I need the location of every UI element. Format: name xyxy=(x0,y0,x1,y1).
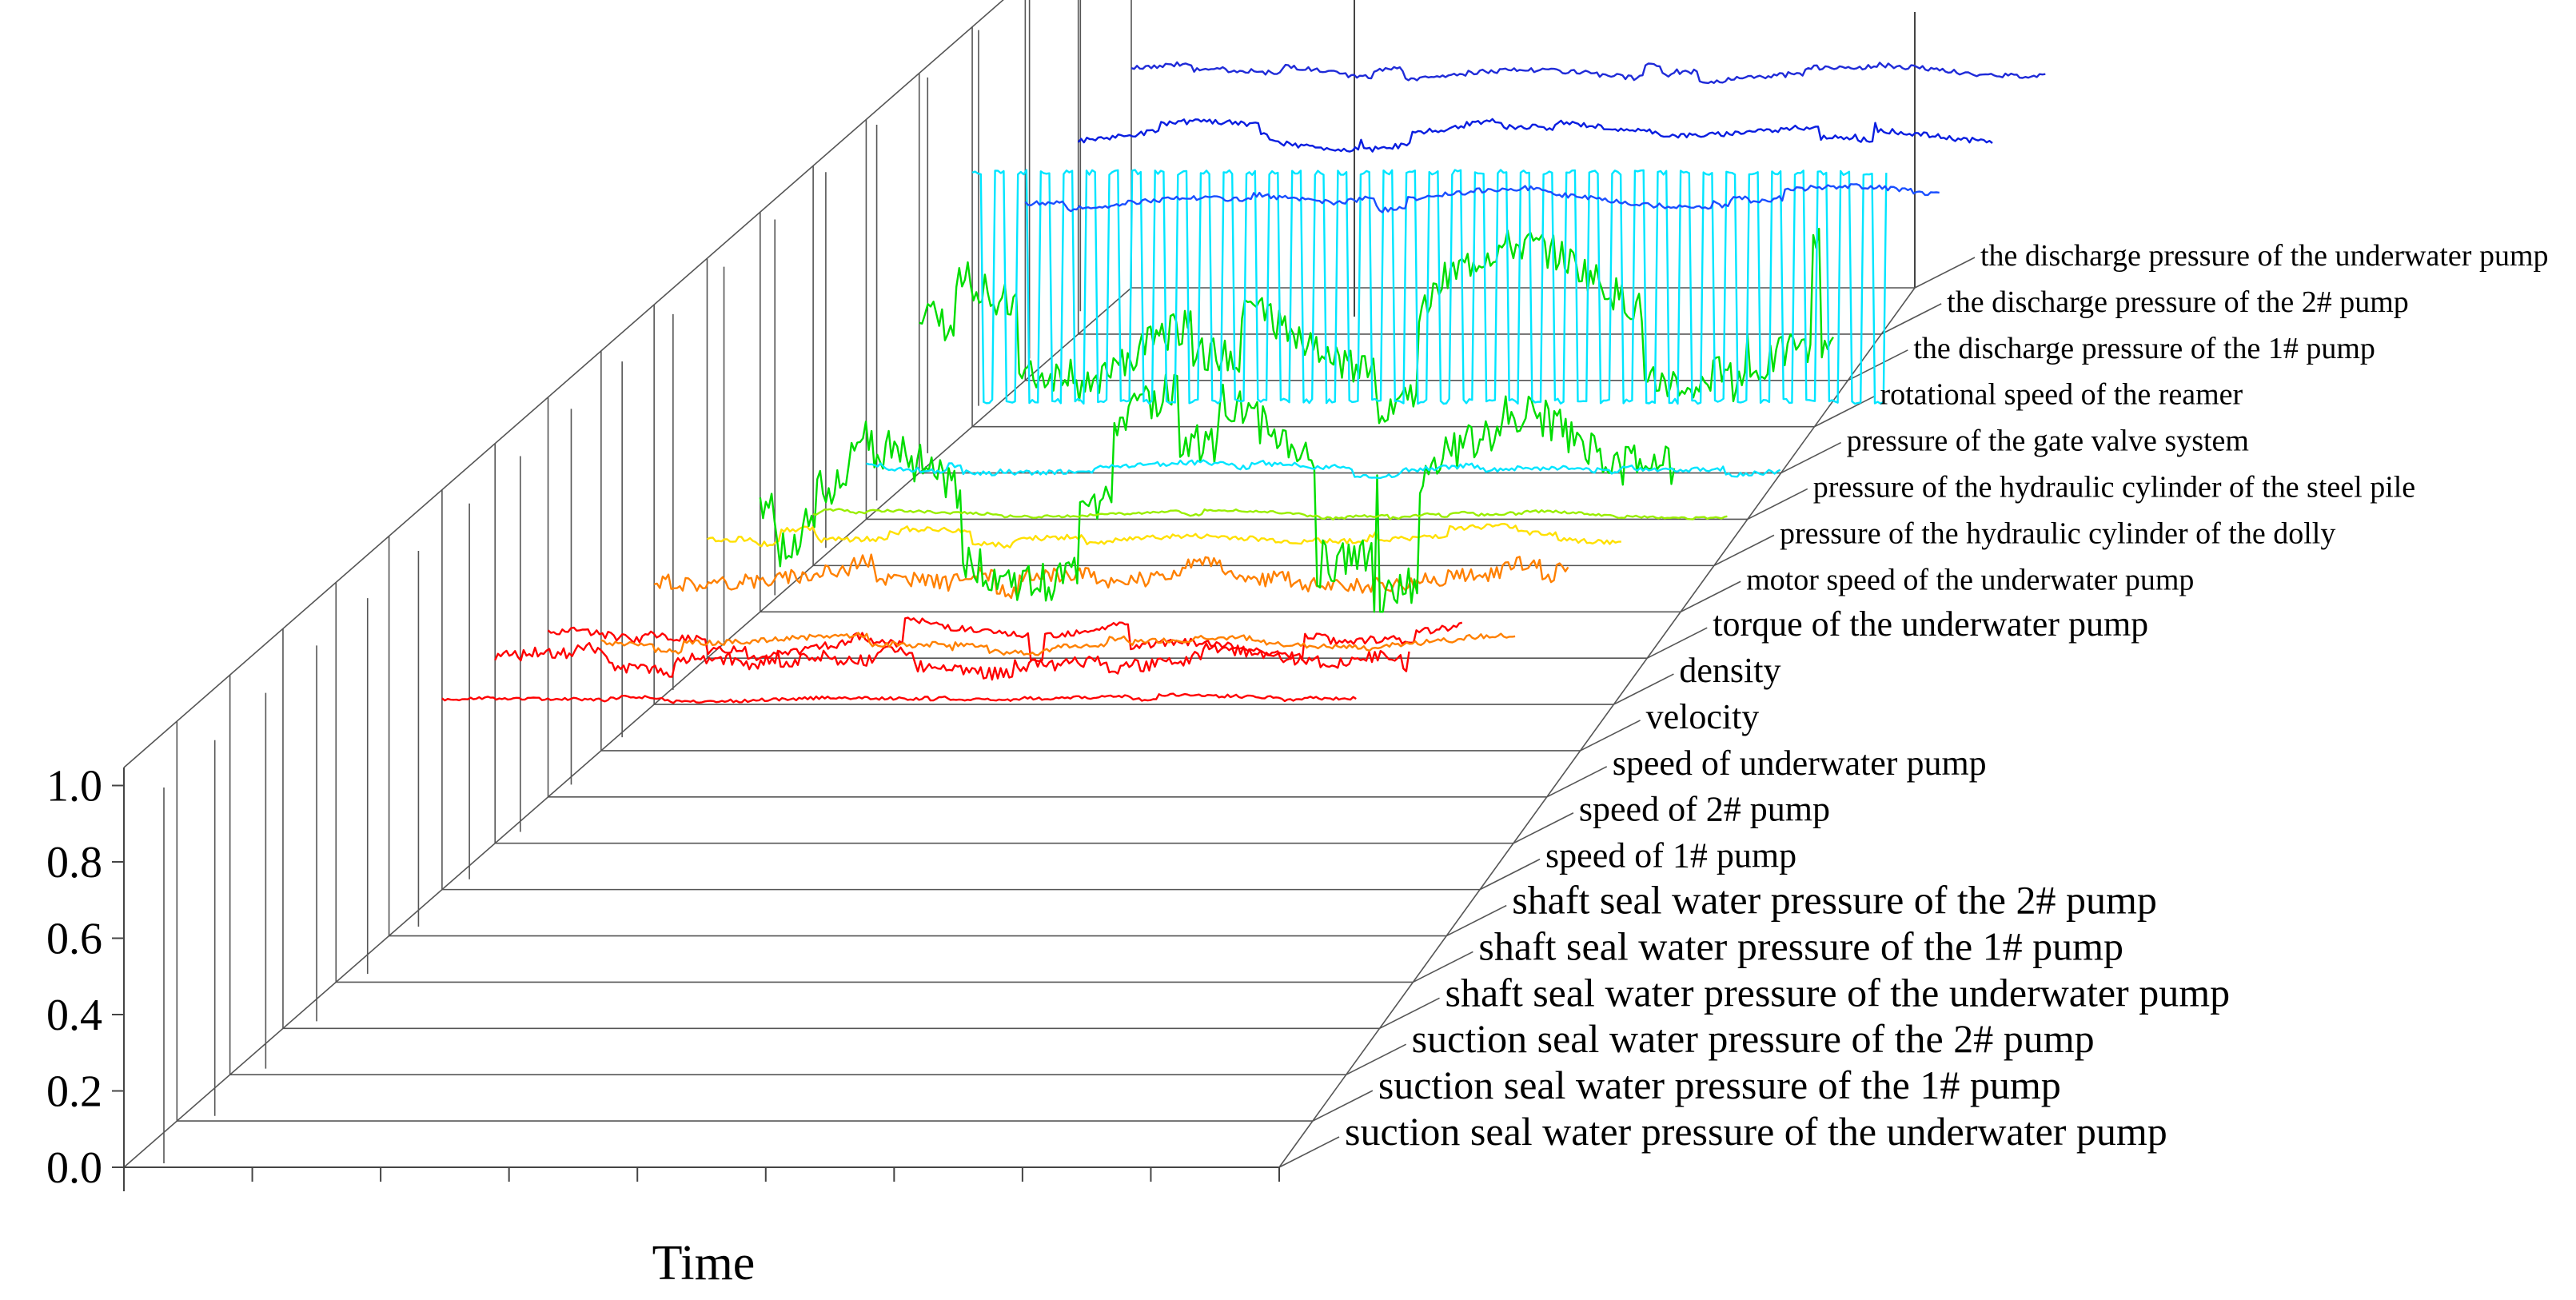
label-leader xyxy=(1646,627,1708,659)
left-floor-edge xyxy=(123,287,1132,1168)
left-top-edge xyxy=(123,0,1004,768)
label-leader xyxy=(1312,1090,1374,1122)
label-leader xyxy=(1346,1043,1407,1075)
label-leader xyxy=(1880,303,1942,335)
series-line xyxy=(1024,183,1940,213)
series-label: shaft seal water pressure of the underwa… xyxy=(1446,970,2231,1015)
series-label: the discharge pressure of the 1# pump xyxy=(1913,332,2375,365)
y-tick-label: 1.0 xyxy=(46,762,102,812)
series-label: suction seal water pressure of the under… xyxy=(1345,1109,2167,1154)
label-leader xyxy=(1747,488,1808,520)
series-line xyxy=(971,169,1888,405)
series-label: speed of 2# pump xyxy=(1579,790,1830,829)
series-label: shaft seal water pressure of the 2# pump xyxy=(1512,878,2157,923)
label-leader xyxy=(1613,673,1674,705)
series-line xyxy=(653,553,1569,600)
series-label: shaft seal water pressure of the 1# pump xyxy=(1478,923,2123,968)
series-line xyxy=(547,616,1463,663)
label-leader xyxy=(1713,534,1775,567)
label-leader xyxy=(1847,349,1908,381)
y-tick-label: 0.0 xyxy=(46,1143,102,1193)
series-label: velocity xyxy=(1646,697,1760,736)
label-leader xyxy=(1413,951,1473,983)
right-floor-edge xyxy=(1278,287,1916,1168)
label-leader xyxy=(1780,441,1841,474)
label-leader xyxy=(1513,812,1574,844)
series-label: motor speed of the underwater pump xyxy=(1746,563,2194,596)
series-label: rotational speed of the reamer xyxy=(1880,378,2243,412)
series-line xyxy=(759,373,1676,613)
label-leader xyxy=(1379,997,1440,1030)
y-tick-label: 0.6 xyxy=(46,915,102,964)
label-leader xyxy=(1914,257,1976,289)
series-label: speed of 1# pump xyxy=(1545,836,1796,875)
label-leader xyxy=(1446,904,1507,937)
label-leader xyxy=(1278,1136,1340,1168)
series-line xyxy=(707,523,1621,549)
series-label: the discharge pressure of the underwater… xyxy=(1980,239,2549,273)
series-line xyxy=(441,692,1357,704)
y-tick-label: 0.4 xyxy=(46,991,102,1040)
series-line xyxy=(919,227,1835,425)
series-label: density xyxy=(1679,651,1780,690)
series-label: speed of underwater pump xyxy=(1613,744,1987,783)
y-tick-label: 0.2 xyxy=(46,1067,102,1117)
label-leader xyxy=(1546,766,1608,798)
series-line xyxy=(866,459,1781,480)
y-tick-label: 0.8 xyxy=(46,838,102,887)
series-labels: suction seal water pressure of the under… xyxy=(1345,239,2549,1154)
series-line xyxy=(1077,118,1993,153)
series-label: suction seal water pressure of the 2# pu… xyxy=(1412,1016,2095,1061)
series-label: pressure of the hydraulic cylinder of th… xyxy=(1813,470,2415,504)
label-leader xyxy=(1814,395,1875,428)
series-label: suction seal water pressure of the 1# pu… xyxy=(1378,1063,2061,1107)
series-line xyxy=(494,641,1410,681)
series-label: pressure of the gate valve system xyxy=(1847,425,2249,458)
series-label: pressure of the hydraulic cylinder of th… xyxy=(1780,516,2335,550)
axes: 0.0 0.2 0.4 0.6 0.8 1.0 xyxy=(46,762,1280,1193)
series-label: the discharge pressure of the 2# pump xyxy=(1947,285,2409,319)
series-line xyxy=(812,508,1728,520)
series-lines xyxy=(441,61,2046,704)
series-line xyxy=(600,632,1516,656)
label-leader xyxy=(1580,720,1641,752)
label-leader xyxy=(1479,858,1541,891)
label-leader xyxy=(1680,580,1741,612)
series-label: torque of the underwater pump xyxy=(1713,604,2148,644)
x-axis-label: Time xyxy=(652,1236,756,1290)
series-line xyxy=(1130,61,2046,85)
